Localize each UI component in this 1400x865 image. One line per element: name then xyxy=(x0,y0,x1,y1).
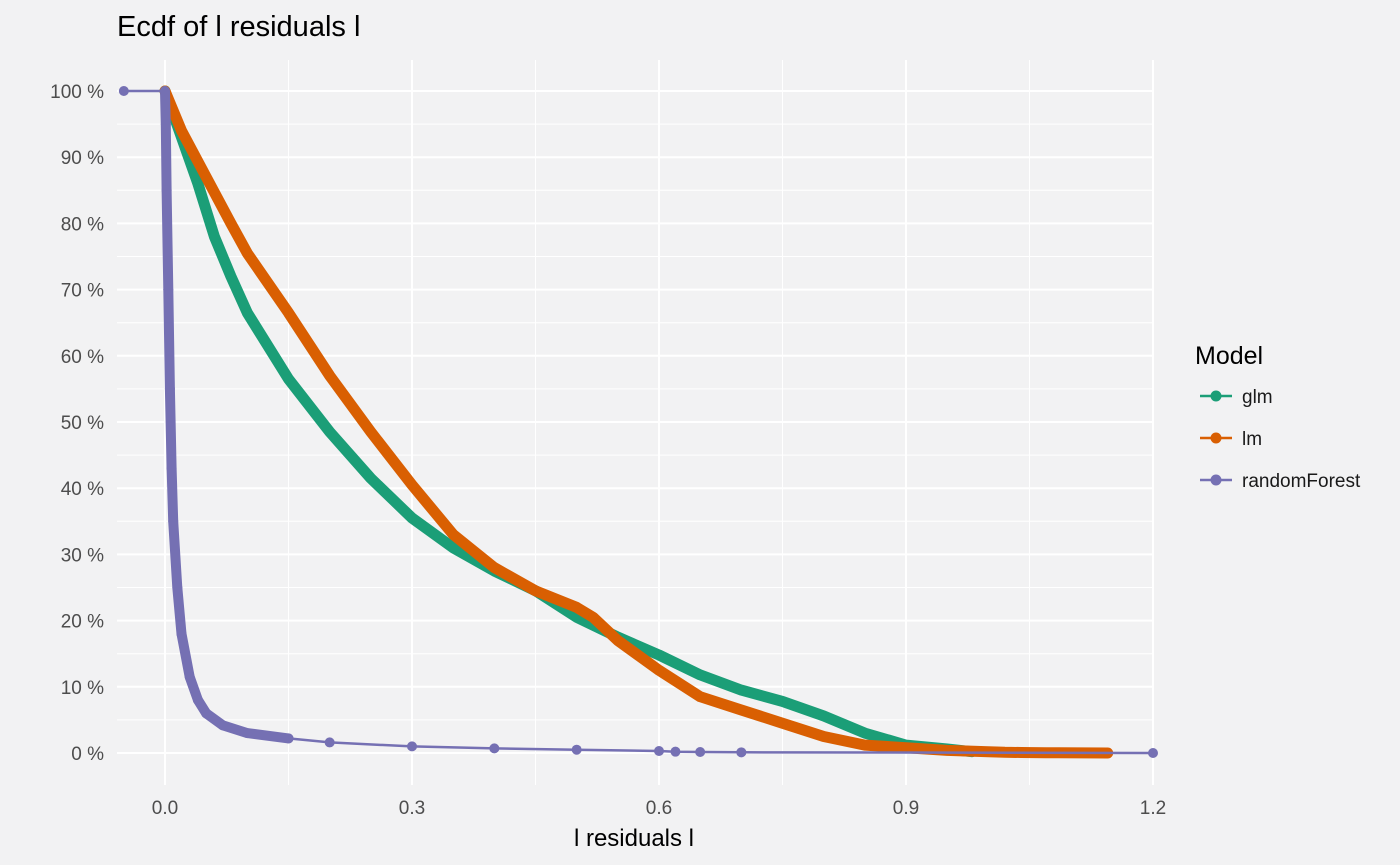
legend-label: glm xyxy=(1242,387,1273,408)
data-point-randomForest xyxy=(695,747,706,758)
y-tick-label: 0 % xyxy=(71,744,104,765)
data-point-randomForest xyxy=(670,746,681,757)
data-point-glm xyxy=(695,669,706,680)
y-tick-label: 70 % xyxy=(61,281,104,302)
data-point-glm xyxy=(192,178,203,189)
data-point-randomForest xyxy=(571,744,582,755)
data-point-randomForest xyxy=(654,746,664,757)
data-point-lm xyxy=(588,612,599,623)
data-point-randomForest xyxy=(736,747,747,758)
series-layer xyxy=(118,85,1158,759)
data-point-lm xyxy=(736,704,747,715)
data-point-glm xyxy=(209,231,220,242)
data-point-lm xyxy=(777,718,788,729)
x-tick-label: 0.6 xyxy=(646,798,672,819)
data-point-lm xyxy=(695,691,706,702)
data-point-randomForest xyxy=(161,185,172,196)
x-tick-label: 0.3 xyxy=(399,798,425,819)
data-point-randomForest xyxy=(168,516,179,527)
data-point-lm xyxy=(407,479,417,490)
data-point-glm xyxy=(818,710,829,721)
legend-item-lm: lm xyxy=(1200,429,1262,450)
major-gridlines xyxy=(117,60,1154,785)
data-point-randomForest xyxy=(283,733,294,744)
data-point-randomForest xyxy=(324,737,335,748)
data-point-lm xyxy=(283,307,294,318)
legend-key-point xyxy=(1210,474,1222,486)
data-point-lm xyxy=(448,529,459,540)
data-point-lm xyxy=(818,731,829,742)
data-point-glm xyxy=(407,512,417,523)
data-point-lm xyxy=(201,172,212,183)
legend: Model glm lm randomForest xyxy=(1195,342,1361,492)
data-point-lm xyxy=(901,742,911,753)
data-point-randomForest xyxy=(407,741,417,752)
data-point-glm xyxy=(859,728,870,739)
x-axis-ticks: 0.0 0.3 0.6 0.9 1.2 xyxy=(152,798,1166,819)
data-point-randomForest xyxy=(118,86,129,96)
data-point-glm xyxy=(225,271,236,282)
data-point-randomForest xyxy=(160,86,170,96)
data-point-lm xyxy=(242,248,253,259)
y-tick-label: 60 % xyxy=(61,347,104,368)
legend-item-glm: glm xyxy=(1200,387,1273,408)
y-tick-label: 40 % xyxy=(61,479,104,500)
y-tick-label: 30 % xyxy=(61,545,104,566)
data-point-randomForest xyxy=(192,695,203,706)
data-point-lm xyxy=(489,562,500,573)
data-point-randomForest xyxy=(201,708,212,719)
legend-key-point xyxy=(1210,390,1222,402)
data-point-lm xyxy=(530,585,541,596)
data-point-glm xyxy=(736,685,747,696)
data-point-glm xyxy=(365,473,376,484)
data-point-randomForest xyxy=(242,728,253,739)
data-point-glm xyxy=(242,307,253,318)
data-point-glm xyxy=(324,426,335,437)
data-point-randomForest xyxy=(160,119,171,130)
data-point-glm xyxy=(654,650,664,661)
legend-label: lm xyxy=(1242,429,1262,450)
data-point-glm xyxy=(777,696,788,707)
legend-key-point xyxy=(1210,432,1222,444)
data-point-lm xyxy=(176,125,187,136)
legend-item-randomForest: randomForest xyxy=(1200,471,1361,492)
data-point-randomForest xyxy=(163,284,174,295)
data-point-randomForest xyxy=(176,628,187,639)
data-point-randomForest xyxy=(1148,748,1158,758)
data-point-lm xyxy=(365,426,376,437)
legend-title: Model xyxy=(1195,342,1263,370)
data-point-lm xyxy=(571,602,582,613)
y-axis-ticks: 0 % 10 % 20 % 30 % 40 % 50 % 60 % 70 % 80 % 90 % 1… xyxy=(50,82,104,765)
data-point-randomForest xyxy=(172,582,183,593)
data-point-lm xyxy=(324,370,335,381)
data-point-lm xyxy=(654,665,664,676)
x-tick-label: 0.9 xyxy=(893,798,919,819)
series-randomForest xyxy=(118,86,1158,758)
data-point-lm xyxy=(612,635,623,646)
data-point-lm xyxy=(859,740,870,751)
y-tick-label: 90 % xyxy=(61,148,104,169)
x-axis-label: l residuals l xyxy=(574,825,694,852)
x-tick-label: 0.0 xyxy=(152,798,178,819)
data-point-randomForest xyxy=(166,463,177,474)
x-tick-label: 1.2 xyxy=(1140,798,1166,819)
data-point-lm xyxy=(225,218,236,229)
y-tick-label: 10 % xyxy=(61,678,104,699)
data-point-randomForest xyxy=(489,743,500,754)
y-tick-label: 20 % xyxy=(61,612,104,633)
data-point-randomForest xyxy=(217,720,228,731)
data-point-randomForest xyxy=(164,383,175,394)
y-tick-label: 100 % xyxy=(50,82,104,103)
y-tick-label: 50 % xyxy=(61,413,104,434)
data-point-randomForest xyxy=(184,671,195,682)
data-point-glm xyxy=(448,542,459,553)
chart-title: Ecdf of l residuals l xyxy=(117,11,360,43)
data-point-glm xyxy=(283,373,294,384)
legend-label: randomForest xyxy=(1242,471,1361,492)
y-tick-label: 80 % xyxy=(61,214,104,235)
